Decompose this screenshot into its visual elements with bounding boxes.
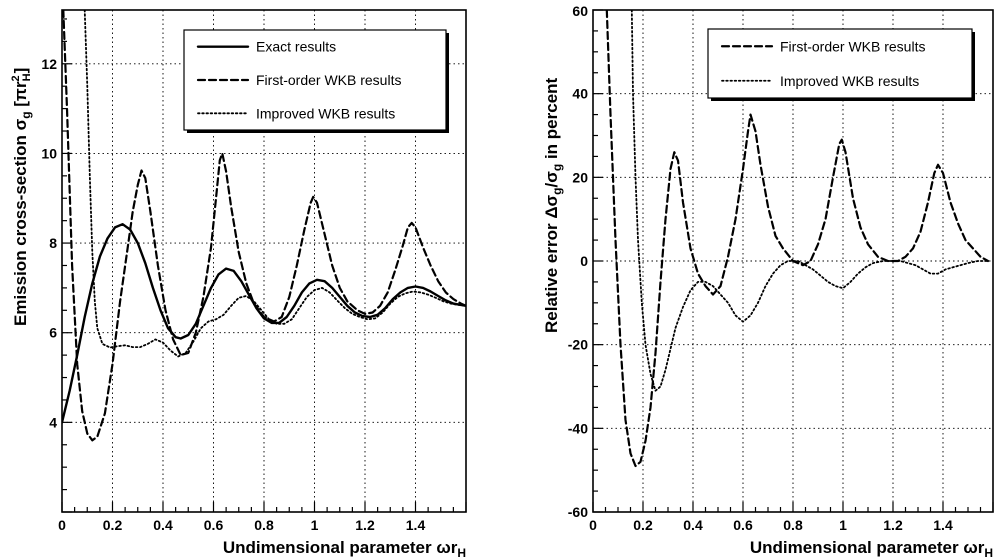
y-tick-label: 20 xyxy=(572,169,588,185)
x-tick-label: 0.8 xyxy=(254,517,274,533)
y-tick-label: 0 xyxy=(580,253,588,269)
y-tick-label: -20 xyxy=(568,337,588,353)
legend-label: First-order WKB results xyxy=(256,72,401,88)
y-tick-label: -60 xyxy=(568,504,588,520)
x-tick-label: 0.6 xyxy=(733,517,753,533)
y-tick-label: 60 xyxy=(572,3,588,19)
x-tick-label: 0.4 xyxy=(153,517,173,533)
y-tick-label: 40 xyxy=(572,86,588,102)
x-tick-label: 0 xyxy=(58,517,66,533)
x-axis-label: Undimensional parameter ωrH xyxy=(223,538,466,559)
x-tick-label: 1 xyxy=(839,517,847,533)
y-tick-label: -40 xyxy=(568,420,588,436)
x-tick-label: 0.6 xyxy=(204,517,224,533)
y-axis-label: Emission cross-section σg [πr2H] xyxy=(10,68,33,326)
legend-label: Exact results xyxy=(256,39,336,55)
x-tick-label: 1.2 xyxy=(355,517,375,533)
x-tick-label: 0.4 xyxy=(683,517,703,533)
y-tick-label: 10 xyxy=(41,145,57,161)
x-tick-label: 1 xyxy=(311,517,319,533)
x-tick-label: 1.4 xyxy=(933,517,953,533)
x-axis-label: Undimensional parameter ωrH xyxy=(750,538,993,559)
legend-label: Improved WKB results xyxy=(780,73,919,89)
series-group xyxy=(605,10,990,468)
series-line-dashed xyxy=(62,10,466,442)
y-tick-label: 8 xyxy=(49,235,57,251)
plot-frame xyxy=(61,9,467,513)
series-group xyxy=(62,10,466,442)
legend-label: Improved WKB results xyxy=(256,105,395,121)
x-tick-label: 0.2 xyxy=(633,517,653,533)
legend-box xyxy=(707,28,973,99)
series-line-dashed xyxy=(605,10,990,468)
x-tick-label: 1.2 xyxy=(883,517,903,533)
x-tick-label: 0.8 xyxy=(783,517,803,533)
series-line-dotted xyxy=(630,10,989,392)
y-tick-label: 4 xyxy=(49,414,57,430)
x-tick-label: 0.2 xyxy=(103,517,123,533)
right-panel-relative-error: 0 0.2 0.4 0.6 0.8 1 1.2 1.4 -60 -40 -20 0 20 40 60 Firs… xyxy=(542,3,994,559)
legend-label: First-order WKB results xyxy=(780,38,925,54)
y-tick-label: 6 xyxy=(49,325,57,341)
x-tick-label: 1.4 xyxy=(406,517,426,533)
plot-frame xyxy=(592,9,994,513)
left-panel-emission-cross-section: 0 0.2 0.4 0.6 0.8 1 1.2 1.4 4 6 8 10 12 Exact results… xyxy=(10,9,467,559)
series-line-dotted xyxy=(83,10,466,358)
y-axis-label: Relative error Δσg/σg in percent xyxy=(542,77,564,333)
y-tick-label: 12 xyxy=(41,56,57,72)
x-tick-label: 0 xyxy=(589,517,597,533)
